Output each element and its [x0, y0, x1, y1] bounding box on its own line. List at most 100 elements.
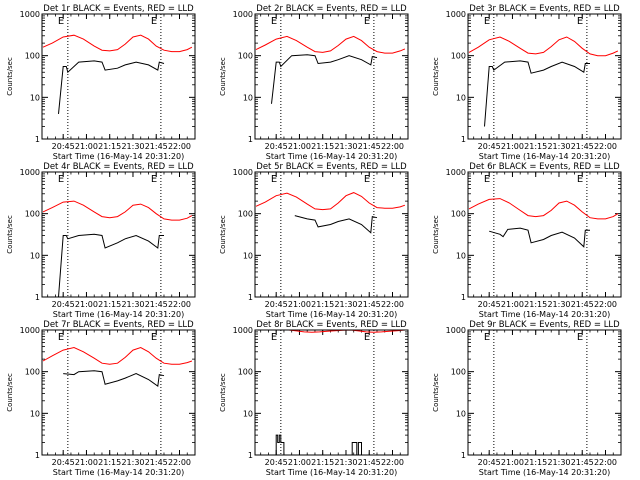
plot-frame — [467, 329, 622, 456]
lld-series-line — [468, 36, 619, 57]
y-tick-label: 1000 — [446, 10, 466, 19]
event-marker-label: E — [577, 16, 583, 27]
chart-title: Det 9r BLACK = Events, RED = LLD — [469, 320, 620, 330]
lld-series-line — [42, 34, 193, 53]
y-tick-label: 1 — [248, 451, 253, 460]
events-series-line — [63, 370, 165, 387]
event-marker-label: E — [151, 16, 157, 27]
chart-title: Det 7r BLACK = Events, RED = LLD — [43, 320, 194, 330]
x-tick-label: 21:30 — [334, 142, 357, 151]
x-tick-label: 20:45 — [265, 142, 288, 151]
event-marker-label: E — [58, 174, 64, 185]
x-tick-label: 21:30 — [547, 300, 570, 309]
y-tick-label: 10 — [243, 409, 253, 418]
event-marker-label: E — [577, 174, 583, 185]
x-tick-label: 22:00 — [594, 458, 617, 467]
x-tick-label: 21:45 — [358, 142, 381, 151]
y-tick-label: 10 — [30, 251, 40, 260]
event-marker-label: E — [364, 332, 370, 343]
event-marker-label: E — [364, 16, 370, 27]
events-series-line — [294, 215, 378, 234]
y-tick-label: 100 — [238, 210, 253, 219]
y-tick-label: 100 — [451, 368, 466, 377]
events-series-line — [484, 60, 590, 127]
x-tick-label: 21:30 — [121, 300, 144, 309]
event-marker-label: E — [271, 174, 277, 185]
event-marker-label: E — [271, 332, 277, 343]
x-axis-label: Start Time (16-May-14 20:31:20) — [266, 310, 397, 319]
event-marker-label: E — [151, 174, 157, 185]
y-tick-label: 1000 — [446, 168, 466, 177]
events-series-line — [489, 227, 590, 248]
y-tick-label: 10 — [456, 251, 466, 260]
x-tick-label: 21:45 — [358, 458, 381, 467]
x-tick-label: 21:45 — [358, 300, 381, 309]
x-tick-label: 21:00 — [501, 300, 524, 309]
plot-frame — [41, 329, 196, 456]
event-marker-label: E — [484, 174, 490, 185]
x-tick-label: 20:45 — [52, 458, 75, 467]
x-tick-label: 22:00 — [168, 458, 191, 467]
y-tick-label: 1000 — [233, 10, 253, 19]
x-tick-label: 21:00 — [288, 142, 311, 151]
y-tick-label: 100 — [25, 368, 40, 377]
y-axis-label: Counts/sec — [6, 373, 14, 412]
plot-frame — [41, 171, 196, 298]
chart-panel-6: Det 6r BLACK = Events, RED = LLD Counts/s… — [432, 162, 622, 319]
x-tick-label: 20:45 — [265, 300, 288, 309]
x-tick-label: 21:15 — [524, 142, 547, 151]
plot-frame — [467, 171, 622, 298]
y-tick-label: 1 — [35, 293, 40, 302]
y-tick-label: 100 — [451, 52, 466, 61]
x-tick-label: 20:45 — [478, 458, 501, 467]
chart-panel-1: Det 1r BLACK = Events, RED = LLD Counts/s… — [6, 4, 196, 161]
plot-frame — [254, 329, 409, 456]
x-tick-label: 21:00 — [75, 142, 98, 151]
x-tick-label: 21:00 — [501, 142, 524, 151]
x-tick-label: 21:15 — [98, 458, 121, 467]
y-axis-label: Counts/sec — [219, 373, 227, 412]
y-tick-label: 10 — [456, 409, 466, 418]
y-tick-label: 1000 — [446, 326, 466, 335]
y-tick-label: 100 — [238, 368, 253, 377]
x-axis-label: Start Time (16-May-14 20:31:20) — [53, 468, 184, 477]
y-tick-label: 1 — [461, 451, 466, 460]
x-tick-label: 21:15 — [311, 300, 334, 309]
x-tick-label: 22:00 — [594, 142, 617, 151]
y-axis-label: Counts/sec — [6, 215, 14, 254]
x-tick-label: 22:00 — [381, 300, 404, 309]
y-tick-label: 100 — [25, 210, 40, 219]
x-axis-label: Start Time (16-May-14 20:31:20) — [266, 152, 397, 161]
x-tick-label: 21:00 — [75, 458, 98, 467]
events-series-line — [271, 54, 378, 104]
chart-panel-4: Det 4r BLACK = Events, RED = LLD Counts/s… — [6, 162, 196, 319]
event-marker-label: E — [58, 332, 64, 343]
y-tick-label: 1000 — [233, 168, 253, 177]
x-tick-label: 22:00 — [168, 300, 191, 309]
lld-series-line — [42, 346, 193, 365]
x-tick-label: 22:00 — [594, 300, 617, 309]
chart-title: Det 5r BLACK = Events, RED = LLD — [256, 162, 407, 172]
events-series-line — [58, 233, 164, 298]
event-marker-label: E — [58, 16, 64, 27]
y-tick-label: 100 — [25, 52, 40, 61]
y-tick-label: 1 — [461, 293, 466, 302]
x-tick-label: 21:30 — [121, 142, 144, 151]
y-tick-label: 1000 — [20, 10, 40, 19]
x-tick-label: 20:45 — [478, 142, 501, 151]
x-tick-label: 21:30 — [547, 458, 570, 467]
y-tick-label: 1000 — [20, 168, 40, 177]
x-axis-label: Start Time (16-May-14 20:31:20) — [53, 152, 184, 161]
x-axis-label: Start Time (16-May-14 20:31:20) — [53, 310, 184, 319]
x-tick-label: 21:30 — [334, 300, 357, 309]
y-tick-label: 10 — [243, 93, 253, 102]
chart-panel-8: Det 8r BLACK = Events, RED = LLD Counts/s… — [219, 320, 409, 477]
y-tick-label: 10 — [30, 93, 40, 102]
x-tick-label: 21:15 — [311, 142, 334, 151]
y-tick-label: 1 — [248, 135, 253, 144]
x-tick-label: 20:45 — [52, 142, 75, 151]
x-axis-label: Start Time (16-May-14 20:31:20) — [479, 468, 610, 477]
events-series-line — [58, 60, 165, 114]
lld-series-line — [468, 198, 619, 220]
